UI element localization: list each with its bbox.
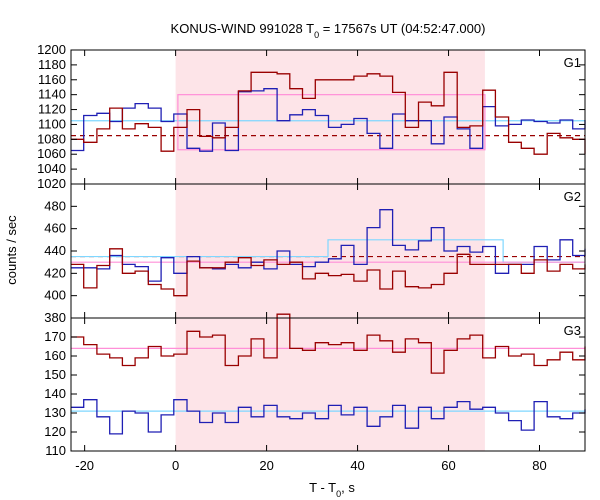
x-tick-label: 40	[350, 458, 364, 473]
panel-g2: 380 400 420 440 460 480 G2	[44, 183, 586, 325]
x-axis-label: T - T0, s	[309, 480, 355, 499]
y-axis-label: counts / sec	[4, 215, 19, 285]
x-axis-label-subscript: 0	[336, 489, 341, 499]
x-tick-label: 0	[172, 458, 179, 473]
y-tick-label: 1040	[37, 161, 66, 176]
y-tick-label: 1100	[38, 116, 66, 131]
panel-frame	[70, 317, 586, 452]
y-tick-label: 420	[44, 265, 66, 280]
chart-title-main: KONUS-WIND 991028 T	[171, 21, 315, 36]
x-axis-label-main: T - T	[309, 480, 336, 495]
shaded-interval	[175, 50, 485, 451]
y-tick-label: 130	[44, 405, 66, 420]
chart-title-rest: = 17567s UT (04:52:47.000)	[319, 21, 485, 36]
y-tick-label: 1200	[37, 42, 66, 57]
x-tick-label: 80	[532, 458, 546, 473]
y-tick-label: 1080	[37, 131, 66, 146]
chart-title-subscript: 0	[314, 30, 319, 40]
panel-g3: 110 120 130 140 150 160 170 G3	[44, 313, 586, 458]
red-series-line	[71, 313, 586, 374]
blue-series-line	[71, 399, 586, 435]
y-tick-label: 1120	[38, 102, 66, 117]
y-tick-label: 1160	[38, 72, 66, 87]
y-tick-label: 400	[44, 288, 66, 303]
y-tick-label: 1060	[37, 146, 66, 161]
panel-g1: 1020104010601080110011201140116011801200…	[37, 42, 586, 191]
chart-title: KONUS-WIND 991028 T0 = 17567s UT (04:52:…	[171, 21, 486, 40]
x-tick-labels: -20 0 20 40 60 80	[75, 458, 547, 473]
y-tick-label: 460	[44, 221, 66, 236]
x-tick-label: 20	[259, 458, 273, 473]
y-tick-label: 170	[44, 329, 66, 344]
y-tick-label: 150	[44, 367, 66, 382]
red-series-line	[71, 71, 586, 155]
x-tick-label: -20	[75, 458, 94, 473]
y-tick-label: 480	[44, 198, 66, 213]
panel-label: G3	[564, 323, 581, 338]
y-tick-label: 160	[44, 348, 66, 363]
panel-label: G2	[564, 189, 581, 204]
y-tick-label: 440	[44, 243, 66, 258]
y-tick-label: 120	[44, 424, 66, 439]
y-tick-label: 1180	[38, 57, 66, 72]
y-tick-label: 110	[45, 443, 66, 458]
y-tick-label: 140	[44, 386, 66, 401]
x-axis-label-rest: , s	[341, 480, 355, 495]
x-tick-label: 60	[441, 458, 455, 473]
blue-series-line	[71, 209, 586, 282]
red-series-line	[71, 248, 586, 297]
panel-label: G1	[564, 55, 581, 70]
blue-series-line	[71, 88, 586, 152]
pink-model-box	[177, 94, 486, 151]
y-tick-label: 380	[44, 310, 66, 325]
y-tick-label: 1020	[37, 176, 66, 191]
y-tick-label: 1140	[38, 87, 66, 102]
